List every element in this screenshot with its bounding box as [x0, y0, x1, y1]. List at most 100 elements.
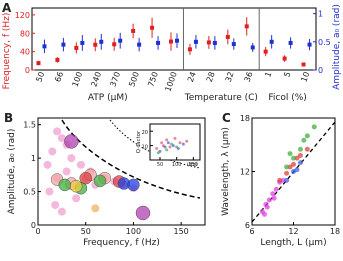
- point: [270, 191, 276, 197]
- point: [271, 195, 277, 201]
- point: [178, 141, 182, 145]
- x-tick-label: 10: [299, 71, 311, 84]
- y-tick-label: 12: [240, 168, 250, 177]
- point: [175, 145, 179, 149]
- point: [51, 200, 60, 209]
- point: [57, 207, 66, 216]
- point: [181, 142, 185, 146]
- marker: [225, 34, 230, 39]
- y-axis-label: Frequency, f (Hz): [2, 13, 12, 90]
- point: [62, 167, 71, 176]
- point: [166, 141, 170, 145]
- x-axis-label: Frequency, f (Hz): [83, 238, 160, 248]
- x-tick-label: 370: [108, 71, 122, 88]
- y-tick-label: 18: [240, 114, 250, 123]
- point: [291, 155, 296, 161]
- point: [294, 167, 300, 173]
- point: [168, 145, 172, 149]
- marker: [61, 42, 66, 47]
- point: [156, 151, 160, 155]
- marker: [112, 42, 117, 47]
- y-tick-label: 0: [25, 66, 30, 75]
- marker: [150, 25, 155, 30]
- point: [67, 154, 76, 163]
- point: [165, 148, 169, 152]
- x-tick-label: 0: [35, 227, 40, 236]
- point: [273, 186, 279, 192]
- point: [311, 124, 317, 130]
- y-tick-label: 20: [142, 130, 148, 136]
- marker: [206, 40, 211, 45]
- x-tick-label: 1000: [163, 71, 178, 93]
- x-tick-label: 66: [53, 71, 65, 84]
- x-tick-label: 1: [263, 71, 273, 79]
- marker: [118, 38, 123, 43]
- model-curve: [61, 119, 201, 199]
- x-tick-label: 18: [330, 227, 340, 236]
- marker: [74, 45, 79, 50]
- group-label: Temperature (C): [184, 93, 258, 103]
- y-tick-label: 40: [20, 48, 30, 57]
- point: [48, 147, 57, 156]
- marker: [42, 44, 47, 49]
- y2-axis-label: Amplitude, a₀ (rad): [332, 4, 342, 90]
- y-tick-label: 0.5: [23, 188, 36, 197]
- panel-label: A: [2, 1, 12, 15]
- marker: [244, 24, 249, 29]
- point: [261, 211, 267, 217]
- y2-tick-label: 1: [318, 10, 323, 19]
- x-tick-label: 12: [288, 227, 298, 236]
- y-tick-label: 1.5: [23, 121, 36, 130]
- y-axis-label: Amplitude, a₀ (rad): [7, 129, 17, 215]
- x-tick-label: 6: [249, 227, 254, 236]
- panel-label: C: [222, 111, 231, 125]
- point: [297, 146, 303, 152]
- point: [45, 187, 54, 196]
- x-tick-label: 50: [34, 71, 46, 84]
- point: [160, 141, 164, 145]
- y-tick-label: 0: [31, 221, 36, 230]
- point: [69, 180, 83, 193]
- point: [163, 145, 167, 149]
- point: [291, 161, 296, 167]
- point: [53, 127, 62, 136]
- y-axis-label: Q-factor: [136, 130, 142, 153]
- y2-tick-label: 0.5: [318, 38, 331, 47]
- point: [64, 134, 79, 149]
- x-tick-label: 24: [186, 71, 198, 84]
- y-tick-label: 120: [15, 11, 30, 20]
- marker: [80, 40, 85, 45]
- panel-label: B: [4, 111, 13, 125]
- y-tick-label: 80: [20, 29, 30, 38]
- point: [185, 139, 189, 143]
- point: [264, 204, 270, 210]
- point: [277, 177, 283, 183]
- marker: [193, 39, 198, 44]
- point: [287, 151, 293, 157]
- point: [284, 177, 290, 183]
- x-axis-label: (Hz): [187, 162, 197, 168]
- point: [294, 155, 300, 161]
- point: [127, 178, 140, 192]
- marker: [137, 42, 142, 47]
- y-axis-label: Wavelength, λ (μm): [221, 127, 231, 216]
- point: [155, 146, 159, 150]
- point: [58, 178, 71, 192]
- marker: [288, 40, 293, 45]
- point: [297, 152, 303, 158]
- marker: [55, 57, 60, 62]
- point: [301, 137, 307, 143]
- point: [266, 197, 272, 203]
- x-tick-label: 5: [282, 71, 292, 79]
- point: [284, 164, 290, 170]
- x-tick-label: 100: [71, 71, 85, 88]
- x-tick-label: 50: [81, 227, 91, 236]
- point: [280, 177, 286, 183]
- x-axis-label: Length, L (μm): [260, 238, 326, 248]
- marker: [282, 56, 287, 61]
- marker: [93, 42, 98, 47]
- marker: [263, 49, 268, 54]
- point: [284, 170, 290, 176]
- y-tick-label: 10: [142, 145, 148, 151]
